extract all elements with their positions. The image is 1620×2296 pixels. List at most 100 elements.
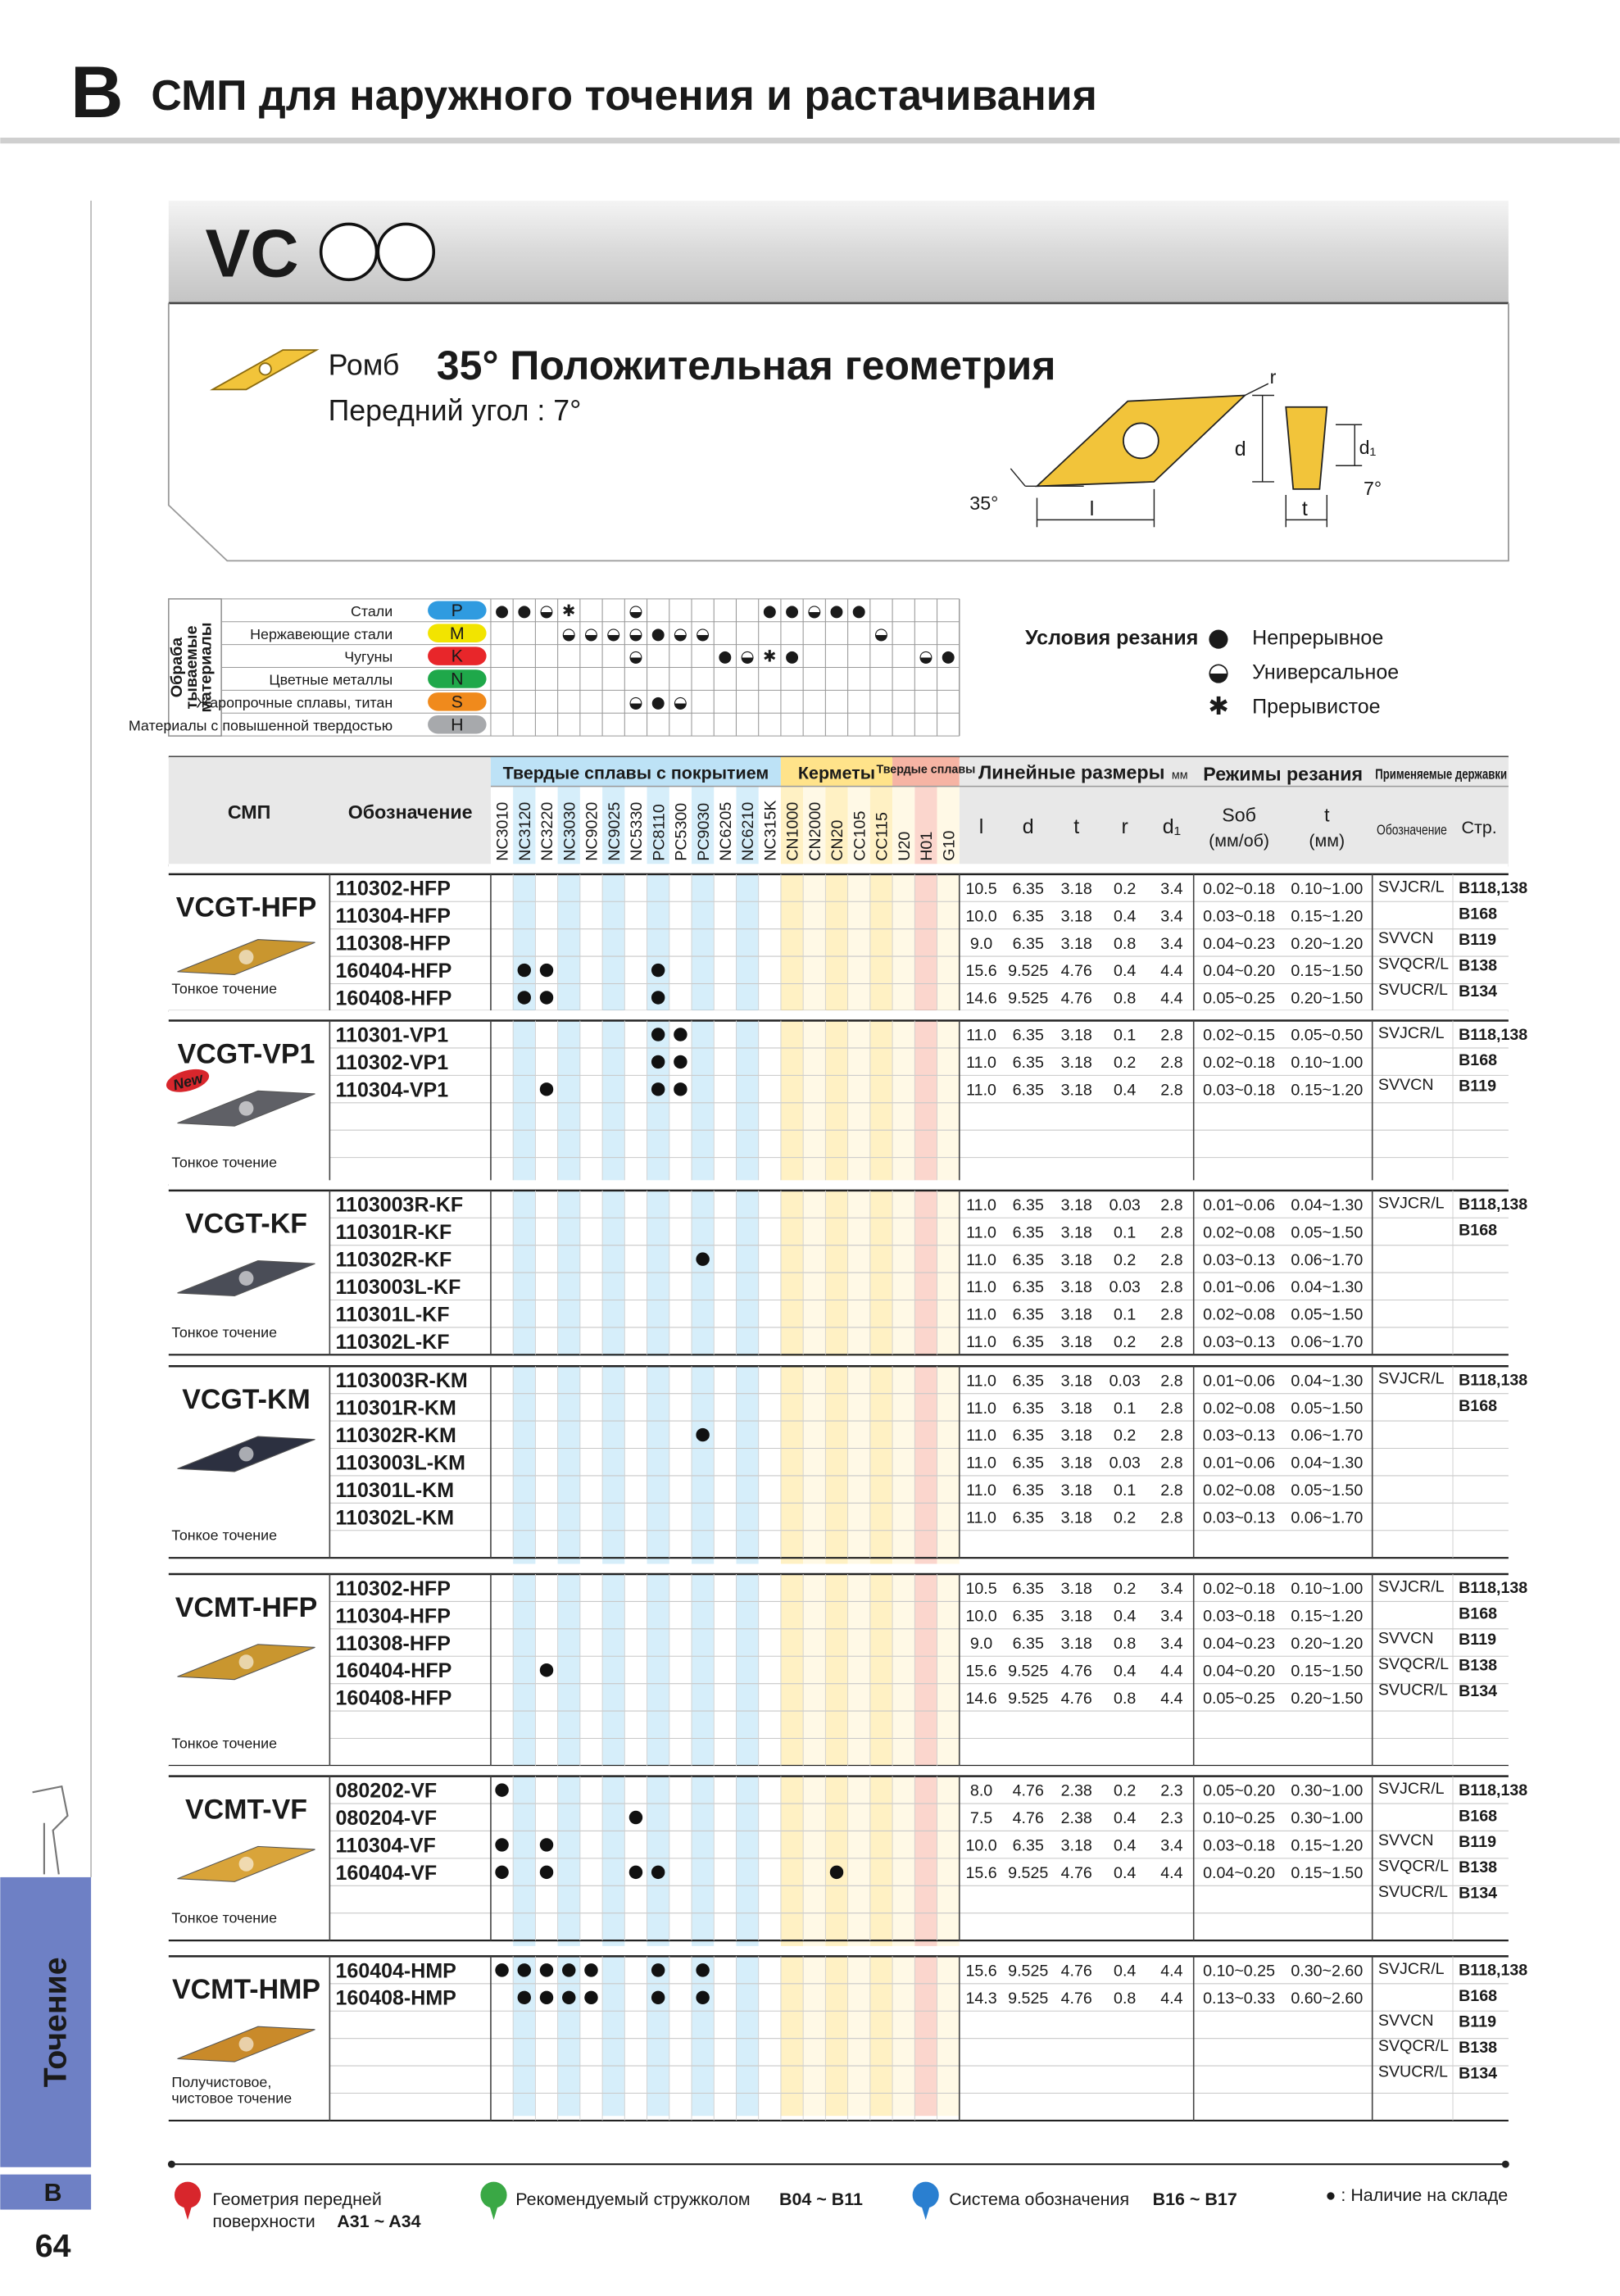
stock-dot bbox=[539, 1838, 554, 1852]
dimension: 11.0 bbox=[966, 1278, 996, 1296]
order-code: 110308-HFP bbox=[336, 1632, 451, 1655]
side-tab-label: Точение bbox=[38, 1957, 74, 2087]
dimension: 0.8 bbox=[1114, 935, 1136, 953]
dimension: 0.1 bbox=[1114, 1482, 1136, 1500]
dimension: 3.18 bbox=[1061, 1196, 1092, 1214]
dimension: 0.2 bbox=[1114, 1580, 1136, 1598]
dimension: 2.38 bbox=[1061, 1809, 1092, 1827]
stock-dot bbox=[651, 1865, 665, 1880]
stock-dot bbox=[651, 1963, 665, 1977]
cutting-label: Sоб bbox=[1222, 805, 1256, 826]
holder-name: SVQCR/L bbox=[1378, 1857, 1449, 1875]
page-number: 64 bbox=[35, 2228, 71, 2264]
dimension: 9.525 bbox=[1008, 1864, 1048, 1882]
dimension: 15.6 bbox=[965, 962, 996, 980]
dimension: 2.8 bbox=[1160, 1081, 1182, 1099]
stock-dot bbox=[628, 1865, 643, 1880]
header-cell bbox=[168, 756, 491, 866]
dimension: 2.8 bbox=[1160, 1509, 1182, 1527]
dimension: 3.18 bbox=[1061, 1635, 1092, 1653]
stock-dot bbox=[584, 1990, 598, 2005]
dimension: 3.4 bbox=[1160, 935, 1182, 953]
insert-diagram-hole bbox=[1123, 422, 1159, 460]
grade-stripe bbox=[937, 786, 960, 2117]
holder-page: B118,138 bbox=[1459, 1579, 1527, 1597]
feed-range: 0.02~0.18 bbox=[1203, 1054, 1275, 1072]
dimension: 0.03 bbox=[1109, 1278, 1141, 1296]
holder-name: SVVCN bbox=[1378, 1629, 1434, 1647]
code-header: Обозначение bbox=[348, 801, 473, 823]
stock-dot bbox=[628, 1810, 643, 1825]
dimension: 2.3 bbox=[1160, 1809, 1182, 1827]
depth-range: 0.10~1.00 bbox=[1291, 880, 1363, 898]
dimension: 2.8 bbox=[1160, 1427, 1182, 1445]
grade-stripe bbox=[513, 786, 536, 2117]
order-code: 110302-HFP bbox=[336, 1577, 451, 1600]
insert-name: VCMT-HFP bbox=[175, 1592, 317, 1623]
material-mark: ◒ bbox=[807, 601, 821, 620]
material-mark: ◒ bbox=[628, 647, 642, 666]
footer-icon[interactable] bbox=[480, 2181, 507, 2208]
dimension: 2.3 bbox=[1160, 1782, 1182, 1800]
order-code: 1103003R-KF bbox=[336, 1194, 464, 1217]
feed-range: 0.13~0.33 bbox=[1203, 1990, 1275, 2008]
angle-line bbox=[1010, 468, 1026, 487]
material-code: S bbox=[452, 692, 463, 711]
feed-range: 0.02~0.18 bbox=[1203, 1580, 1275, 1598]
holder-page: B168 bbox=[1459, 1605, 1497, 1623]
depth-range: 0.05~1.50 bbox=[1291, 1482, 1363, 1500]
material-mark: ● bbox=[495, 601, 509, 620]
depth-range: 0.30~1.00 bbox=[1291, 1809, 1363, 1827]
depth-range: 0.06~1.70 bbox=[1291, 1333, 1363, 1351]
insert-note: Получистовое, bbox=[171, 2074, 271, 2090]
grade-group-name: Керметы bbox=[798, 764, 875, 783]
order-code: 110302R-KM bbox=[336, 1424, 456, 1447]
dimension: 0.2 bbox=[1114, 1054, 1136, 1072]
dimension: 11.0 bbox=[966, 1333, 996, 1351]
group-gap bbox=[168, 1010, 1509, 1021]
holder-page: B118,138 bbox=[1459, 1371, 1527, 1389]
stock-dot bbox=[584, 1963, 598, 1977]
footer-icon[interactable] bbox=[912, 2181, 939, 2208]
dimension: 9.525 bbox=[1008, 1990, 1048, 2008]
holder-name: SVUCR/L bbox=[1378, 981, 1448, 999]
dimension: 11.0 bbox=[966, 1454, 996, 1472]
material-side-label: тываемые bbox=[183, 625, 201, 709]
material-mark: ◒ bbox=[741, 647, 755, 666]
grade-stripe bbox=[557, 786, 580, 2117]
feed-range: 0.05~0.20 bbox=[1203, 1782, 1275, 1800]
holder-page: B168 bbox=[1459, 1397, 1497, 1415]
insert-note: Тонкое точение bbox=[171, 1910, 277, 1926]
diagram-l: l bbox=[1090, 497, 1095, 520]
dim-header: d bbox=[1023, 815, 1034, 838]
material-code: P bbox=[452, 601, 463, 620]
holder-name: SVJCR/L bbox=[1378, 878, 1445, 896]
feed-range: 0.04~0.23 bbox=[1203, 1635, 1275, 1653]
diagram-t: t bbox=[1302, 497, 1308, 520]
order-code: 110302-HFP bbox=[336, 878, 451, 901]
holder-page: B118,138 bbox=[1459, 1781, 1527, 1799]
material-mark: ● bbox=[763, 601, 777, 620]
footer-link-label: поверхности bbox=[212, 2212, 315, 2231]
dimension: 0.8 bbox=[1114, 990, 1136, 1008]
insert-note: Тонкое точение bbox=[171, 1155, 277, 1171]
footer-icon[interactable] bbox=[174, 2181, 202, 2208]
dimension: 10.5 bbox=[965, 1580, 996, 1598]
dimension: 2.8 bbox=[1160, 1333, 1182, 1351]
insert-name: VCGT-KM bbox=[182, 1384, 310, 1415]
order-code: 110301R-KM bbox=[336, 1397, 456, 1420]
insert-note: Тонкое точение bbox=[171, 980, 277, 996]
holder-name: SVUCR/L bbox=[1378, 1681, 1448, 1699]
dimension: 0.1 bbox=[1114, 1400, 1136, 1418]
insert-image-hole bbox=[238, 1856, 254, 1872]
footer-icon-tail bbox=[183, 2205, 193, 2221]
dimension: 6.35 bbox=[1013, 1306, 1044, 1324]
holder-name: SVQCR/L bbox=[1378, 1655, 1449, 1673]
insert-name: VCMT-HMP bbox=[172, 1974, 320, 2005]
order-code: 1103003R-KM bbox=[336, 1369, 468, 1392]
dimension: 4.76 bbox=[1061, 990, 1092, 1008]
dimension: 10.0 bbox=[965, 1837, 996, 1855]
dimension: 2.8 bbox=[1160, 1400, 1182, 1418]
